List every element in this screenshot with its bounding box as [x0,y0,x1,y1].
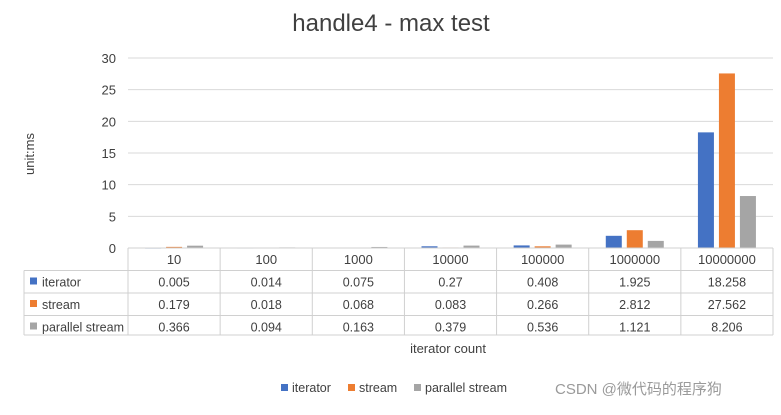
data-label: 0.366 [158,321,189,335]
table-legend-key [30,277,37,285]
table-series-label: iterator [42,276,81,290]
data-label: 0.005 [158,276,189,290]
data-label: 0.266 [527,298,558,312]
legend-label: parallel stream [425,381,507,395]
data-label: 27.562 [708,298,746,312]
legend-label: stream [359,381,397,395]
data-label: 0.068 [343,298,374,312]
bar-parallel-stream [463,245,480,248]
bar-iterator [605,235,622,248]
data-label: 0.27 [438,276,462,290]
x-tick-label: 10000000 [698,252,756,267]
y-tick-label: 10 [102,178,116,193]
legend-label: iterator [292,381,331,395]
y-tick-label: 15 [102,146,116,161]
table-legend-key [30,300,37,307]
x-axis-label: iterator count [410,341,486,356]
legend-key [281,384,288,391]
data-label: 0.408 [527,276,558,290]
table-series-label: parallel stream [42,321,124,335]
x-tick-label: 1000000 [609,252,660,267]
bar-iterator [697,132,714,248]
data-label: 0.075 [343,276,374,290]
data-label: 18.258 [708,276,746,290]
bar-parallel-stream [647,240,664,248]
y-tick-label: 0 [109,241,116,256]
bar-iterator [513,245,530,248]
bar-parallel-stream [371,246,388,248]
data-label: 0.083 [435,298,466,312]
data-label: 0.094 [251,321,282,335]
data-label: 0.163 [343,321,374,335]
y-tick-label: 30 [102,51,116,66]
y-tick-label: 25 [102,83,116,98]
watermark: CSDN @微代码的程序狗 [555,381,722,398]
x-tick-label: 10 [167,252,181,267]
data-label: 0.536 [527,321,558,335]
table-series-label: stream [42,298,80,312]
data-label: 1.121 [619,321,650,335]
x-tick-label: 10000 [432,252,468,267]
bar-parallel-stream [187,245,204,248]
data-label: 0.018 [251,298,282,312]
legend-key [414,384,421,391]
y-axis-label: unit:ms [22,133,37,175]
table-legend-key [30,322,37,330]
bar-stream [626,230,643,248]
y-tick-label: 5 [109,209,116,224]
data-label: 0.379 [435,321,466,335]
data-label: 1.925 [619,276,650,290]
data-label: 2.812 [619,298,650,312]
bar-iterator [421,246,438,248]
data-label: 0.179 [158,298,189,312]
bar-parallel-stream [739,196,756,248]
bar-parallel-stream [555,244,572,248]
x-tick-label: 1000 [344,252,373,267]
x-tick-label: 100000 [521,252,564,267]
y-tick-label: 20 [102,114,116,129]
legend-key [348,384,355,391]
bar-stream [534,246,551,248]
data-label: 0.014 [251,276,282,290]
bar-stream [718,73,735,248]
chart-title: handle4 - max test [292,10,490,37]
data-label: 8.206 [711,321,742,335]
bar-stream [166,246,183,248]
x-tick-label: 100 [255,252,277,267]
